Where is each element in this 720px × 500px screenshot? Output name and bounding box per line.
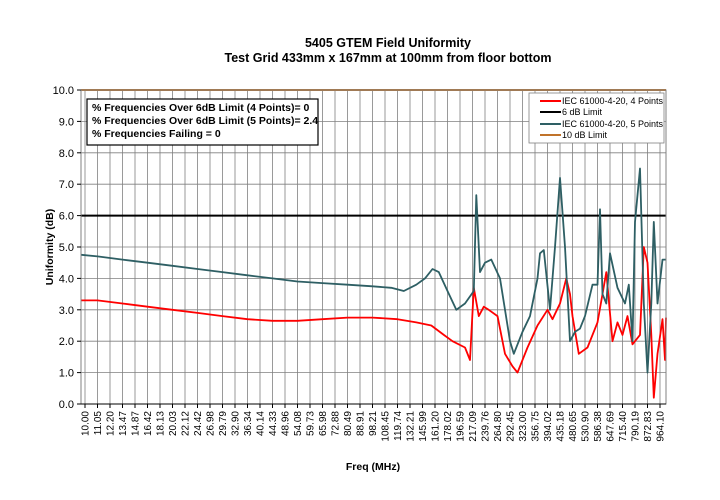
x-tick-label: 178.02	[443, 411, 454, 442]
x-tick-label: 22.12	[181, 411, 192, 436]
x-tick-label: 145.99	[418, 411, 429, 442]
x-tick-label: 790.19	[631, 411, 642, 442]
x-tick-label: 264.80	[493, 411, 504, 442]
y-tick-label: 9.0	[59, 116, 74, 128]
x-tick-label: 356.75	[531, 411, 542, 442]
y-tick-label: 3.0	[59, 305, 74, 317]
y-tick-label: 6.0	[59, 211, 74, 223]
series-line-5-points	[81, 167, 666, 374]
x-tick-label: 394.02	[543, 411, 554, 442]
x-tick-label: 530.90	[581, 411, 592, 442]
x-tick-label: 16.42	[143, 411, 154, 436]
x-tick-label: 323.00	[518, 411, 529, 442]
annotation-line-2: % Frequencies Over 6dB Limit (5 Points)=…	[92, 115, 318, 127]
x-tick-label: 12.20	[106, 411, 117, 436]
x-tick-label: 10.00	[81, 411, 92, 436]
x-tick-label: 88.91	[356, 411, 367, 436]
x-tick-label: 108.45	[381, 411, 392, 442]
x-tick-label: 239.76	[481, 411, 492, 442]
x-tick-label: 132.21	[406, 411, 417, 442]
x-tick-label: 18.13	[156, 411, 167, 436]
x-tick-label: 119.74	[393, 411, 404, 441]
x-tick-label: 59.73	[306, 411, 317, 436]
x-tick-label: 647.69	[606, 411, 617, 442]
annotation-line-1: % Frequencies Over 6dB Limit (4 Points)=…	[92, 102, 310, 114]
x-tick-label: 292.45	[506, 411, 517, 442]
series-line-4-points	[81, 246, 667, 399]
x-tick-label: 24.42	[193, 411, 204, 436]
x-tick-label: 26.98	[206, 411, 217, 436]
legend-entry-10db: 10 dB Limit	[562, 130, 608, 140]
annotation-line-3: % Frequencies Failing = 0	[92, 128, 221, 140]
x-tick-label: 11.05	[93, 411, 104, 436]
x-tick-label: 480.65	[568, 411, 579, 442]
x-tick-label: 20.03	[168, 411, 179, 436]
x-tick-label: 48.96	[281, 411, 292, 436]
x-tick-label: 80.49	[343, 411, 354, 436]
x-axis-label: Freq (MHz)	[346, 461, 400, 473]
legend-entry-6db: 6 dB Limit	[562, 107, 603, 117]
legend-entry-5-points: IEC 61000-4-20, 5 Points	[562, 119, 664, 129]
y-tick-label: 0.0	[59, 399, 74, 411]
y-tick-label: 5.0	[59, 242, 74, 254]
y-axis-label: Uniformity (dB)	[44, 209, 56, 285]
x-tick-label: 872.83	[643, 411, 654, 442]
x-tick-label: 65.98	[318, 411, 329, 436]
x-axis-ticks: 10.00 11.05 12.20 13.47 14.87 16.42 18.13 20.03…	[81, 403, 667, 442]
legend: IEC 61000-4-20, 4 Points 6 dB Limit IEC …	[528, 92, 665, 144]
x-tick-label: 586.38	[593, 411, 604, 442]
y-tick-label: 10.0	[53, 85, 74, 97]
x-tick-label: 161.20	[431, 411, 442, 442]
x-tick-label: 72.88	[331, 411, 342, 436]
x-tick-label: 217.09	[468, 411, 479, 442]
y-tick-label: 7.0	[59, 179, 74, 191]
series-lines	[81, 167, 667, 399]
annotation-box: % Frequencies Over 6dB Limit (4 Points)=…	[86, 98, 319, 146]
chart-title: 5405 GTEM Field Uniformity	[305, 36, 471, 50]
y-axis-ticks: 0.0 1.0 2.0 3.0 4.0 5.0 6.0 7.0 8.0 9.0 10.0	[53, 85, 81, 411]
y-tick-label: 2.0	[59, 336, 74, 348]
x-tick-label: 40.14	[256, 411, 267, 436]
x-tick-label: 435.18	[556, 411, 567, 442]
x-tick-label: 964.10	[656, 411, 667, 442]
y-tick-label: 8.0	[59, 148, 74, 160]
legend-entry-4-points: IEC 61000-4-20, 4 Points	[562, 96, 664, 106]
x-tick-label: 715.40	[618, 411, 629, 442]
x-tick-label: 36.34	[243, 411, 254, 436]
x-tick-label: 29.79	[218, 411, 229, 436]
x-tick-label: 14.87	[131, 411, 142, 436]
y-tick-label: 1.0	[59, 368, 74, 380]
x-tick-label: 13.47	[118, 411, 129, 436]
x-tick-label: 32.90	[231, 411, 242, 436]
x-tick-label: 54.08	[293, 411, 304, 436]
y-tick-label: 4.0	[59, 273, 74, 285]
chart-subtitle: Test Grid 433mm x 167mm at 100mm from fl…	[225, 51, 552, 65]
x-tick-label: 196.59	[456, 411, 467, 442]
x-tick-label: 98.21	[368, 411, 379, 436]
x-tick-label: 44.33	[268, 411, 279, 436]
